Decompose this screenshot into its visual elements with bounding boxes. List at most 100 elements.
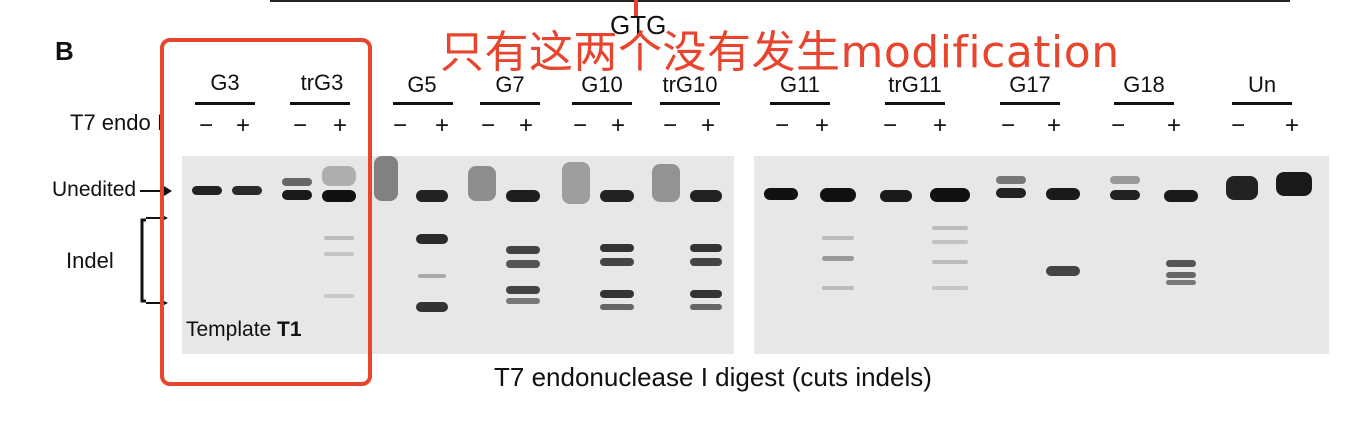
band-indel — [690, 258, 722, 266]
lane-label-trg3: trG3 — [300, 70, 344, 95]
band-indel — [1166, 272, 1196, 278]
band-unedited — [820, 188, 856, 202]
band-smear — [652, 164, 680, 202]
lane-bar — [1000, 102, 1060, 105]
band-smear — [562, 162, 590, 204]
minus-sign: − — [572, 112, 587, 139]
band-indel — [416, 234, 448, 244]
minus-sign: − — [1230, 112, 1245, 139]
lane-label-g17: G17 — [1009, 72, 1051, 97]
minus-sign: − — [774, 112, 789, 139]
band-upper — [1110, 176, 1140, 184]
top-label: GTG — [610, 10, 667, 40]
band-indel — [506, 286, 540, 294]
minus-sign: − — [198, 112, 213, 139]
band-indel — [690, 304, 722, 310]
band-smear — [322, 166, 356, 186]
lane-label-g3: G3 — [210, 70, 240, 95]
band-unedited — [600, 190, 634, 202]
lane-label-g18: G18 — [1123, 72, 1165, 97]
band-faint — [822, 256, 854, 261]
band-unedited — [1164, 190, 1198, 202]
plus-sign: + — [518, 112, 533, 139]
band-faint — [822, 236, 854, 240]
lane-bar — [572, 102, 632, 105]
minus-sign: − — [1110, 112, 1125, 139]
band-unedited — [322, 190, 356, 202]
lane-bar — [195, 102, 255, 105]
band-faint — [324, 236, 354, 240]
lane-bar — [480, 102, 540, 105]
plus-sign: + — [1166, 112, 1181, 139]
band-unedited — [764, 188, 798, 200]
plus-sign: + — [235, 112, 250, 139]
band-indel — [1046, 266, 1080, 276]
band-faint — [324, 252, 354, 256]
lane-label-un: Un — [1247, 72, 1277, 97]
lane-bar — [393, 102, 453, 105]
annotation-text: 只有这两个没有发生modification — [440, 27, 1120, 78]
band-unedited — [1110, 190, 1140, 200]
template-prefix: Template — [186, 318, 278, 341]
plus-sign: + — [700, 112, 715, 139]
band-indel — [506, 246, 540, 254]
band-indel — [690, 244, 722, 252]
band-indel — [1166, 260, 1196, 267]
lane-bar — [660, 102, 720, 105]
band-indel — [600, 290, 634, 298]
lane-bar — [290, 102, 350, 105]
plus-sign: + — [332, 112, 347, 139]
lane-label-g11: G11 — [780, 72, 820, 97]
band-faint — [932, 286, 968, 290]
minus-sign: − — [480, 112, 495, 139]
band-smear — [468, 166, 496, 201]
band-indel — [600, 244, 634, 252]
template-id: T1 — [277, 318, 302, 341]
lane-label-g10: G10 — [581, 72, 623, 97]
band-unedited — [1046, 188, 1080, 200]
lane-bar — [1114, 102, 1174, 105]
band-indel — [506, 260, 540, 268]
band-faint — [418, 274, 446, 278]
top-red-tick — [634, 0, 638, 18]
lane-label-trg10: trG10 — [662, 72, 718, 97]
lane-label-g5: G5 — [407, 72, 437, 97]
minus-sign: − — [392, 112, 407, 139]
band-unedited — [416, 190, 448, 202]
indel-label: Indel — [66, 248, 114, 273]
band-faint — [932, 226, 968, 230]
band-faint — [324, 294, 354, 298]
plus-sign: + — [814, 112, 829, 139]
gel-panel-left — [182, 156, 734, 354]
band-indel — [690, 290, 722, 298]
lane-bar — [1232, 102, 1292, 105]
band-faint — [932, 240, 968, 244]
plus-sign: + — [1284, 112, 1299, 139]
gel-panel-right — [754, 156, 1329, 354]
plus-sign: + — [434, 112, 449, 139]
band-unedited — [1226, 176, 1258, 200]
plus-sign: + — [932, 112, 947, 139]
band-upper — [996, 176, 1026, 184]
figure-caption: T7 endonuclease I digest (cuts indels) — [494, 362, 932, 392]
panel-label: B — [55, 36, 74, 66]
lane-bar — [770, 102, 830, 105]
band-unedited — [880, 190, 912, 202]
template-label: Template T1 — [186, 318, 302, 342]
minus-sign: − — [292, 112, 307, 139]
band-unedited — [192, 186, 222, 195]
band-unedited — [996, 188, 1026, 198]
band-unedited — [506, 190, 540, 202]
band-faint — [932, 260, 968, 264]
band-unedited — [690, 190, 722, 202]
band-indel — [416, 302, 448, 312]
minus-sign: − — [882, 112, 897, 139]
band-unedited — [1276, 172, 1312, 196]
highlight-box — [160, 38, 372, 386]
band-unedited — [282, 190, 312, 200]
t7-endo-label: T7 endo I — [70, 110, 163, 135]
band-upper — [282, 178, 312, 186]
band-indel — [506, 298, 540, 304]
band-unedited — [232, 186, 262, 195]
lane-label-trg11: trG11 — [888, 72, 942, 97]
